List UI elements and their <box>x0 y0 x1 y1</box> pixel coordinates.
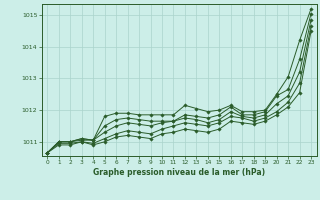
X-axis label: Graphe pression niveau de la mer (hPa): Graphe pression niveau de la mer (hPa) <box>93 168 265 177</box>
